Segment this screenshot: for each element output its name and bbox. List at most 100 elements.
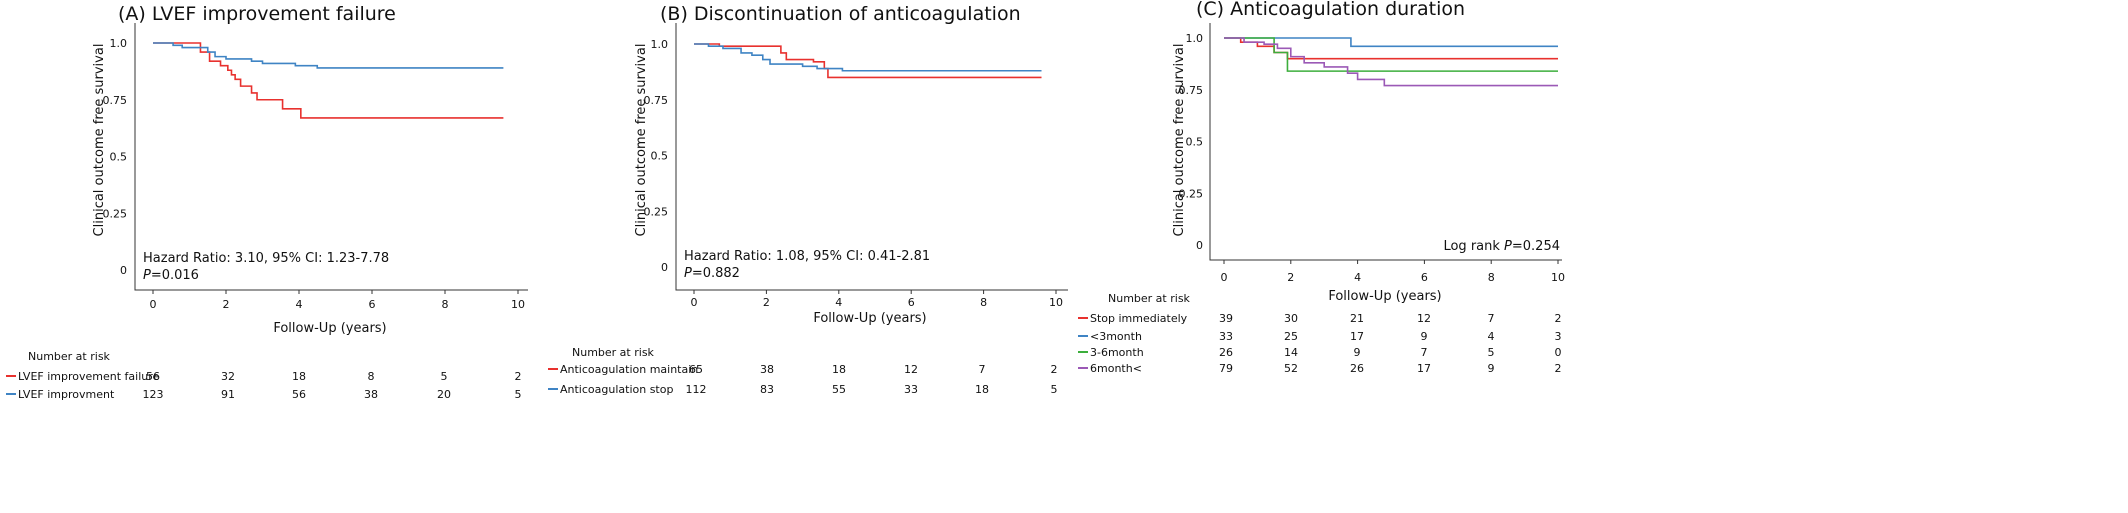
p-value: =0.016 xyxy=(151,268,199,283)
risk-table-title: Number at risk xyxy=(572,346,655,359)
log-rank-annotation: Log rank P=0.254 xyxy=(1443,239,1560,254)
risk-count: 9 xyxy=(1354,346,1361,359)
risk-count: 21 xyxy=(1350,312,1364,325)
y-axis-label: Clinical outcome free survival xyxy=(92,44,107,237)
risk-count: 25 xyxy=(1284,330,1298,343)
risk-count: 5 xyxy=(515,388,522,401)
x-tick-label: 10 xyxy=(1551,271,1565,284)
risk-count: 2 xyxy=(1555,362,1562,375)
risk-count: 38 xyxy=(364,388,378,401)
y-tick-label: 0 xyxy=(1196,239,1203,252)
legend-label: 6month< xyxy=(1090,362,1142,375)
p-value: =0.882 xyxy=(692,266,740,281)
risk-count: 9 xyxy=(1421,330,1428,343)
series-line-3 xyxy=(1224,37,1558,87)
hazard-ratio-annotation: Hazard Ratio: 3.10, 95% CI: 1.23-7.78 xyxy=(143,251,389,266)
series-line-1 xyxy=(153,42,504,69)
axis-frame xyxy=(1209,23,1562,261)
legend-label: LVEF improvement failure xyxy=(18,370,160,383)
x-tick-label: 10 xyxy=(1049,296,1063,309)
y-tick-label: 1.0 xyxy=(1186,32,1204,45)
risk-count: 123 xyxy=(143,388,164,401)
legend-label: Anticoagulation maintain xyxy=(560,363,698,376)
chart-panel-2: (C) Anticoagulation duration Clinical out… xyxy=(1078,0,1565,375)
risk-count: 83 xyxy=(760,383,774,396)
risk-count: 2 xyxy=(515,370,522,383)
risk-count: 5 xyxy=(1488,346,1495,359)
x-tick-label: 4 xyxy=(296,298,303,311)
risk-count: 79 xyxy=(1219,362,1233,375)
x-tick-label: 10 xyxy=(511,298,525,311)
risk-count: 2 xyxy=(1555,312,1562,325)
series-line-1 xyxy=(1224,37,1558,48)
risk-count: 2 xyxy=(1051,363,1058,376)
series-line-2 xyxy=(1224,37,1558,72)
x-tick-label: 0 xyxy=(691,296,698,309)
risk-count: 30 xyxy=(1284,312,1298,325)
y-tick-label: 0.75 xyxy=(644,94,669,107)
x-tick-label: 4 xyxy=(835,296,842,309)
risk-count: 17 xyxy=(1350,330,1364,343)
chart-panel-0: (A) LVEF improvement failure Clinical out… xyxy=(6,3,528,401)
risk-count: 56 xyxy=(292,388,306,401)
p-value: =0.254 xyxy=(1512,239,1560,254)
hazard-ratio-annotation: Hazard Ratio: 1.08, 95% CI: 0.41-2.81 xyxy=(684,249,930,264)
risk-count: 52 xyxy=(1284,362,1298,375)
x-tick-label: 4 xyxy=(1354,271,1361,284)
chart-title: (A) LVEF improvement failure xyxy=(118,3,396,25)
x-tick-label: 2 xyxy=(223,298,230,311)
p-value-annotation: P=0.016 xyxy=(143,268,199,283)
risk-count: 18 xyxy=(292,370,306,383)
y-axis-label: Clinical outcome free survival xyxy=(634,44,649,237)
y-tick-label: 0.75 xyxy=(1179,84,1204,97)
axis-frame xyxy=(134,23,528,291)
risk-count: 56 xyxy=(146,370,160,383)
risk-count: 32 xyxy=(221,370,235,383)
chart-title: (B) Discontinuation of anticoagulation xyxy=(660,3,1021,25)
risk-table-title: Number at risk xyxy=(28,350,111,363)
x-tick-label: 6 xyxy=(369,298,376,311)
risk-count: 33 xyxy=(904,383,918,396)
risk-count: 5 xyxy=(441,370,448,383)
risk-count: 8 xyxy=(368,370,375,383)
y-tick-label: 0.5 xyxy=(1186,136,1204,149)
y-tick-label: 1.0 xyxy=(110,37,128,50)
legend-label: Anticoagulation stop xyxy=(560,383,673,396)
y-tick-label: 0 xyxy=(120,264,127,277)
chart-panel-1: (B) Discontinuation of anticoagulation Cl… xyxy=(548,3,1068,396)
risk-table-title: Number at risk xyxy=(1108,292,1191,305)
legend-label: Stop immediately xyxy=(1090,312,1188,325)
x-tick-label: 0 xyxy=(1221,271,1228,284)
x-axis-label: Follow-Up (years) xyxy=(813,311,926,326)
x-tick-label: 8 xyxy=(442,298,449,311)
risk-count: 18 xyxy=(975,383,989,396)
y-tick-label: 0.5 xyxy=(651,150,669,163)
risk-count: 65 xyxy=(689,363,703,376)
x-tick-label: 8 xyxy=(1488,271,1495,284)
legend-label: <3month xyxy=(1090,330,1142,343)
series-line-0 xyxy=(153,42,504,119)
x-axis-label: Follow-Up (years) xyxy=(1328,289,1441,304)
p-value-annotation: P=0.882 xyxy=(684,266,740,281)
risk-count: 26 xyxy=(1350,362,1364,375)
risk-count: 9 xyxy=(1488,362,1495,375)
risk-count: 7 xyxy=(979,363,986,376)
risk-count: 17 xyxy=(1417,362,1431,375)
x-axis-label: Follow-Up (years) xyxy=(273,321,386,336)
axis-frame xyxy=(675,23,1068,291)
legend-label: LVEF improvment xyxy=(18,388,115,401)
x-tick-label: 0 xyxy=(150,298,157,311)
risk-count: 18 xyxy=(832,363,846,376)
y-tick-label: 0.25 xyxy=(103,207,128,220)
series-line-1 xyxy=(694,43,1042,72)
risk-count: 7 xyxy=(1421,346,1428,359)
y-tick-label: 1.0 xyxy=(651,38,669,51)
x-tick-label: 8 xyxy=(980,296,987,309)
risk-count: 39 xyxy=(1219,312,1233,325)
chart-title: (C) Anticoagulation duration xyxy=(1196,0,1465,20)
risk-count: 7 xyxy=(1488,312,1495,325)
risk-count: 38 xyxy=(760,363,774,376)
risk-count: 0 xyxy=(1555,346,1562,359)
risk-count: 91 xyxy=(221,388,235,401)
